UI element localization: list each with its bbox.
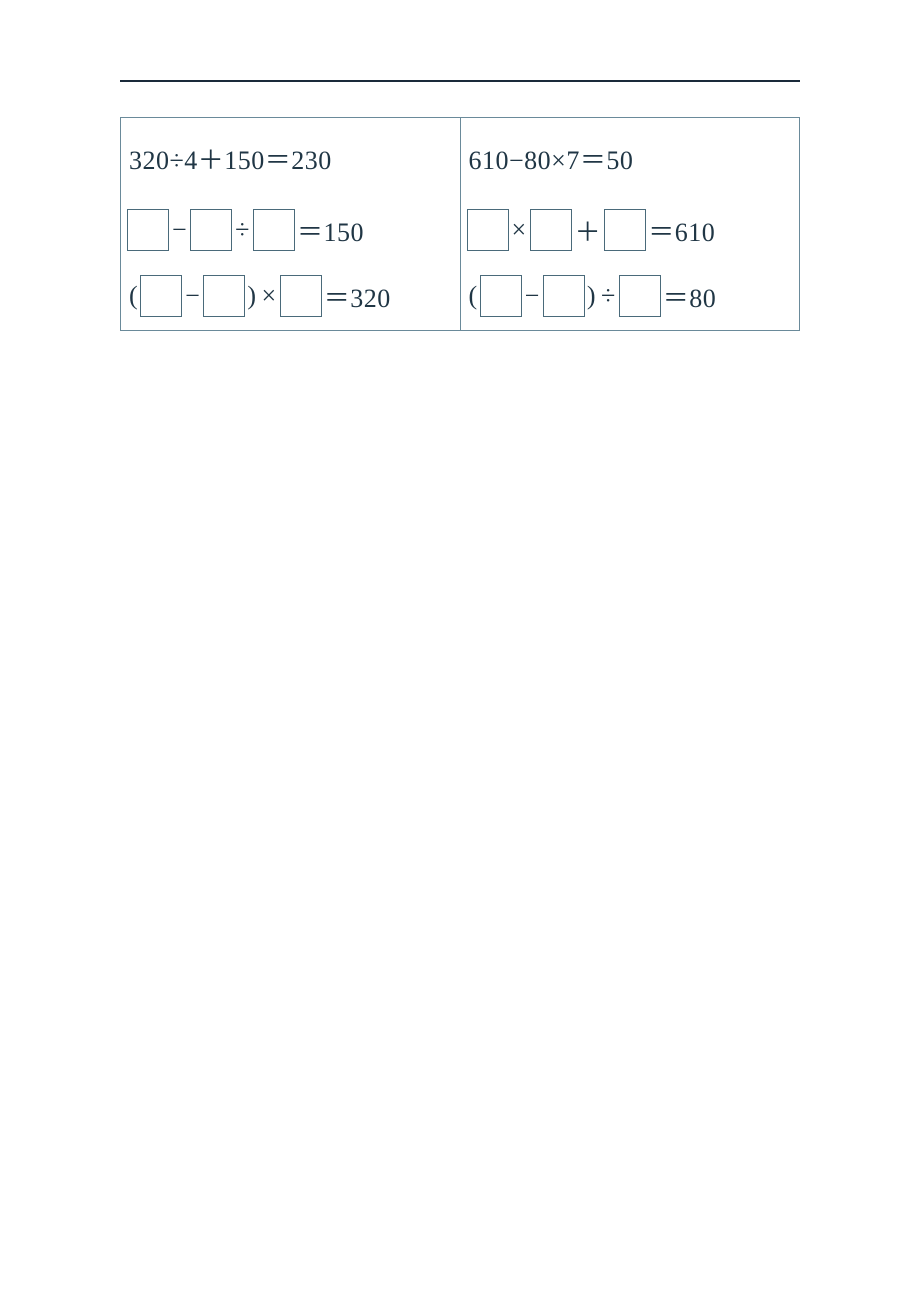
blank-box[interactable]	[140, 275, 182, 317]
result-text: ＝320	[322, 278, 393, 315]
paren-open: (	[467, 281, 480, 311]
left-panel: 320÷4＋150＝230 − ÷ ＝150 ( − ) × ＝320	[120, 117, 461, 331]
minus-op: −	[522, 281, 543, 311]
top-rule	[120, 80, 800, 82]
minus-op: −	[182, 281, 203, 311]
result-text: ＝80	[661, 278, 719, 315]
minus-op: −	[169, 215, 190, 245]
left-eq-3: ( − ) × ＝320	[127, 268, 454, 324]
left-eq-1-text: 320÷4＋150＝230	[127, 140, 334, 177]
blank-box[interactable]	[190, 209, 232, 251]
right-eq-3: ( − ) ÷ ＝80	[467, 268, 794, 324]
blank-box[interactable]	[280, 275, 322, 317]
blank-box[interactable]	[543, 275, 585, 317]
blank-box[interactable]	[467, 209, 509, 251]
blank-box[interactable]	[203, 275, 245, 317]
divide-op: ÷	[598, 281, 619, 311]
right-eq-1-text: 610−80×7＝50	[467, 140, 636, 177]
left-eq-2: − ÷ ＝150	[127, 202, 454, 258]
blank-box[interactable]	[480, 275, 522, 317]
times-op: ×	[259, 281, 280, 311]
blank-box[interactable]	[619, 275, 661, 317]
left-eq-1: 320÷4＋150＝230	[127, 130, 454, 186]
paren-close: )	[585, 281, 598, 311]
blank-box[interactable]	[253, 209, 295, 251]
right-panel: 610−80×7＝50 × ＋ ＝610 ( − ) ÷ ＝80	[461, 117, 801, 331]
blank-box[interactable]	[530, 209, 572, 251]
result-text: ＝150	[295, 212, 366, 249]
right-eq-2: × ＋ ＝610	[467, 202, 794, 258]
result-text: ＝610	[646, 212, 717, 249]
panels: 320÷4＋150＝230 − ÷ ＝150 ( − ) × ＝320	[120, 117, 800, 331]
right-eq-1: 610−80×7＝50	[467, 130, 794, 186]
blank-box[interactable]	[604, 209, 646, 251]
plus-op: ＋	[572, 212, 605, 249]
paren-close: )	[245, 281, 258, 311]
worksheet-page: 320÷4＋150＝230 − ÷ ＝150 ( − ) × ＝320	[0, 0, 920, 1302]
paren-open: (	[127, 281, 140, 311]
blank-box[interactable]	[127, 209, 169, 251]
divide-op: ÷	[232, 215, 253, 245]
times-op: ×	[509, 215, 530, 245]
